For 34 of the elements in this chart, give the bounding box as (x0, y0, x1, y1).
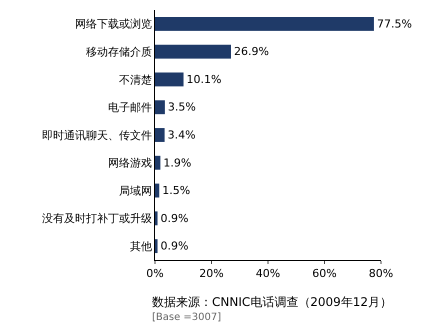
data-label: 1.9% (163, 156, 192, 170)
y-tick-label: 电子邮件 (108, 101, 152, 114)
data-label: 0.9% (160, 240, 188, 253)
y-tick-label: 网络游戏 (108, 156, 152, 170)
data-label: 3.4% (168, 128, 196, 142)
y-tick-label: 没有及时打补丁或升级 (42, 212, 152, 226)
data-label: 10.1% (186, 72, 222, 86)
data-label: 1.5% (162, 184, 190, 198)
bar (155, 72, 184, 86)
bar (155, 211, 158, 226)
bar (155, 128, 165, 142)
y-tick-label: 网络下载或浏览 (74, 18, 152, 31)
source-note: 数据来源：CNNIC电话调查（2009年12月） (152, 295, 392, 309)
bar (155, 100, 165, 114)
bar (155, 184, 160, 198)
x-tick-label: 0% (146, 267, 164, 280)
data-label: 77.5% (376, 17, 412, 30)
bar (155, 239, 158, 254)
x-tick-label: 60% (312, 267, 337, 280)
bar (155, 44, 231, 59)
y-tick-label: 局域网 (118, 184, 152, 198)
y-tick-label: 移动存储介质 (86, 46, 152, 59)
text: [Base =3007] (152, 312, 222, 323)
y-tick-label: 即时通讯聊天、传文件 (42, 128, 152, 142)
y-tick-label: 其他 (130, 240, 152, 253)
data-label: 0.9% (160, 212, 188, 225)
bar (155, 16, 374, 31)
data-label: 26.9% (234, 45, 269, 58)
data-label: 3.5% (168, 100, 196, 114)
bar (155, 156, 160, 170)
x-tick-label: 40% (256, 267, 280, 280)
x-tick-label: 80% (368, 267, 394, 280)
y-tick-label: 不清楚 (118, 73, 152, 86)
x-tick-label: 20% (199, 267, 224, 280)
